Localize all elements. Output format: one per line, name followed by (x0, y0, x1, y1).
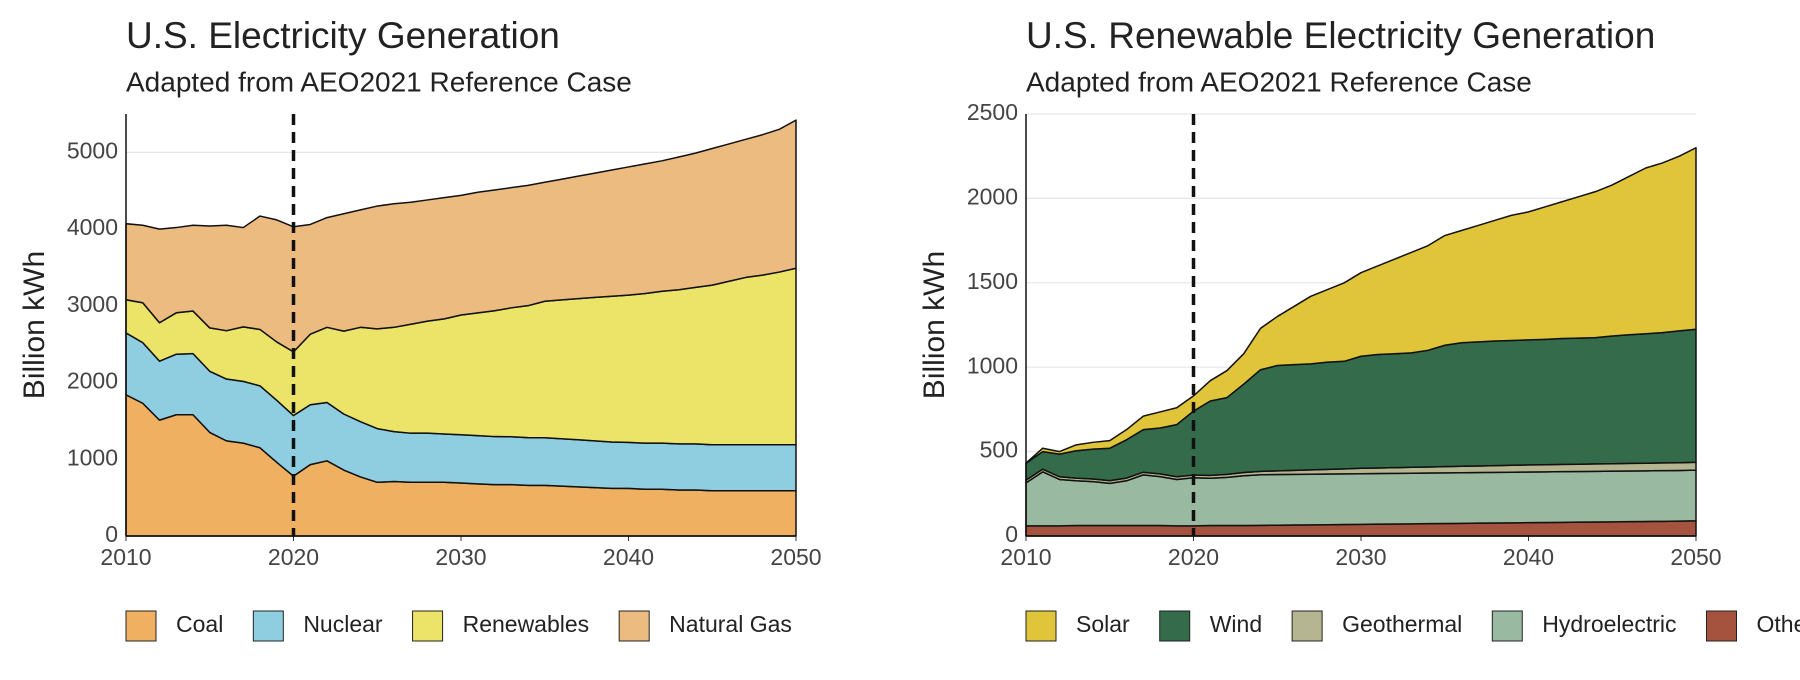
y-tick-label: 2000 (67, 368, 118, 394)
x-tick-label: 2050 (770, 544, 821, 570)
x-tick-label: 2030 (1335, 544, 1386, 570)
y-tick-label: 1500 (967, 268, 1018, 294)
y-tick-label: 2500 (967, 99, 1018, 125)
chart-subtitle: Adapted from AEO2021 Reference Case (1026, 66, 1532, 97)
legend-label: Natural Gas (669, 611, 792, 637)
legend-swatch (1292, 611, 1322, 641)
legend-label: Hydroelectric (1542, 611, 1676, 637)
x-tick-label: 2040 (603, 544, 654, 570)
chart-panel: U.S. Renewable Electricity Generation Ada… (918, 15, 1800, 641)
legend-swatch (1160, 611, 1190, 641)
y-tick-label: 3000 (67, 291, 118, 317)
legend-swatch (413, 611, 443, 641)
x-tick-label: 2010 (1000, 544, 1051, 570)
y-axis-label: Billion kWh (18, 251, 51, 399)
x-tick-label: 2020 (1168, 544, 1219, 570)
legend-swatch (1492, 611, 1522, 641)
x-tick-label: 2030 (435, 544, 486, 570)
chart-panel: U.S. Electricity Generation Adapted from … (18, 15, 822, 641)
legend-label: Other (1757, 611, 1800, 637)
x-tick-label: 2050 (1670, 544, 1721, 570)
legend-swatch (1707, 611, 1737, 641)
y-tick-label: 1000 (967, 352, 1018, 378)
legend-swatch (253, 611, 283, 641)
legend-label: Renewables (463, 611, 590, 637)
chart-subtitle: Adapted from AEO2021 Reference Case (126, 66, 632, 97)
legend-label: Coal (176, 611, 223, 637)
y-tick-label: 5000 (67, 137, 118, 163)
legend-label: Geothermal (1342, 611, 1462, 637)
y-tick-label: 4000 (67, 214, 118, 240)
legend-label: Solar (1076, 611, 1130, 637)
y-tick-label: 2000 (967, 183, 1018, 209)
chart-title: U.S. Electricity Generation (126, 15, 560, 56)
x-tick-label: 2020 (268, 544, 319, 570)
legend-swatch (1026, 611, 1056, 641)
y-tick-label: 1000 (67, 444, 118, 470)
chart-title: U.S. Renewable Electricity Generation (1026, 15, 1655, 56)
legend-label: Nuclear (303, 611, 383, 637)
legend-label: Wind (1210, 611, 1262, 637)
y-axis-label: Billion kWh (918, 251, 951, 399)
x-tick-label: 2010 (100, 544, 151, 570)
y-tick-label: 500 (980, 437, 1018, 463)
x-tick-label: 2040 (1503, 544, 1554, 570)
legend-swatch (126, 611, 156, 641)
legend-swatch (619, 611, 649, 641)
